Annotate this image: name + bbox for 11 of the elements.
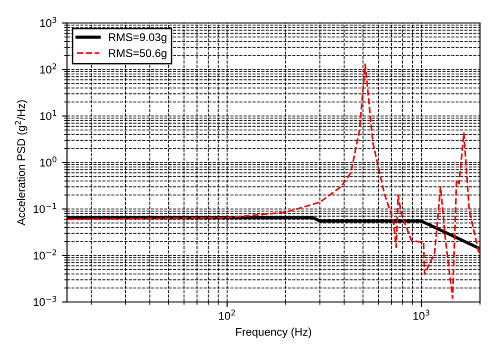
y-tick-label: 10$^{0}$ <box>40 156 56 167</box>
y-tick-label: 10$^{1}$ <box>40 110 56 120</box>
legend-label: RMS=50.6g <box>109 49 166 60</box>
y-tick-label: 10$^{−2}$ <box>34 249 56 260</box>
legend-label: RMS=9.03g <box>109 33 166 44</box>
y-tick-label: 10$^{2}$ <box>40 63 56 74</box>
y-tick-label: 10$^{−3}$ <box>34 296 56 306</box>
x-axis-title: Frequency (Hz) <box>236 328 312 338</box>
y-axis-title: Acceleration PSD (g$^{2}$/Hz) <box>14 100 28 226</box>
y-tick-label: 10$^{−1}$ <box>34 203 56 214</box>
y-tick-label: 10$^{3}$ <box>40 16 56 28</box>
